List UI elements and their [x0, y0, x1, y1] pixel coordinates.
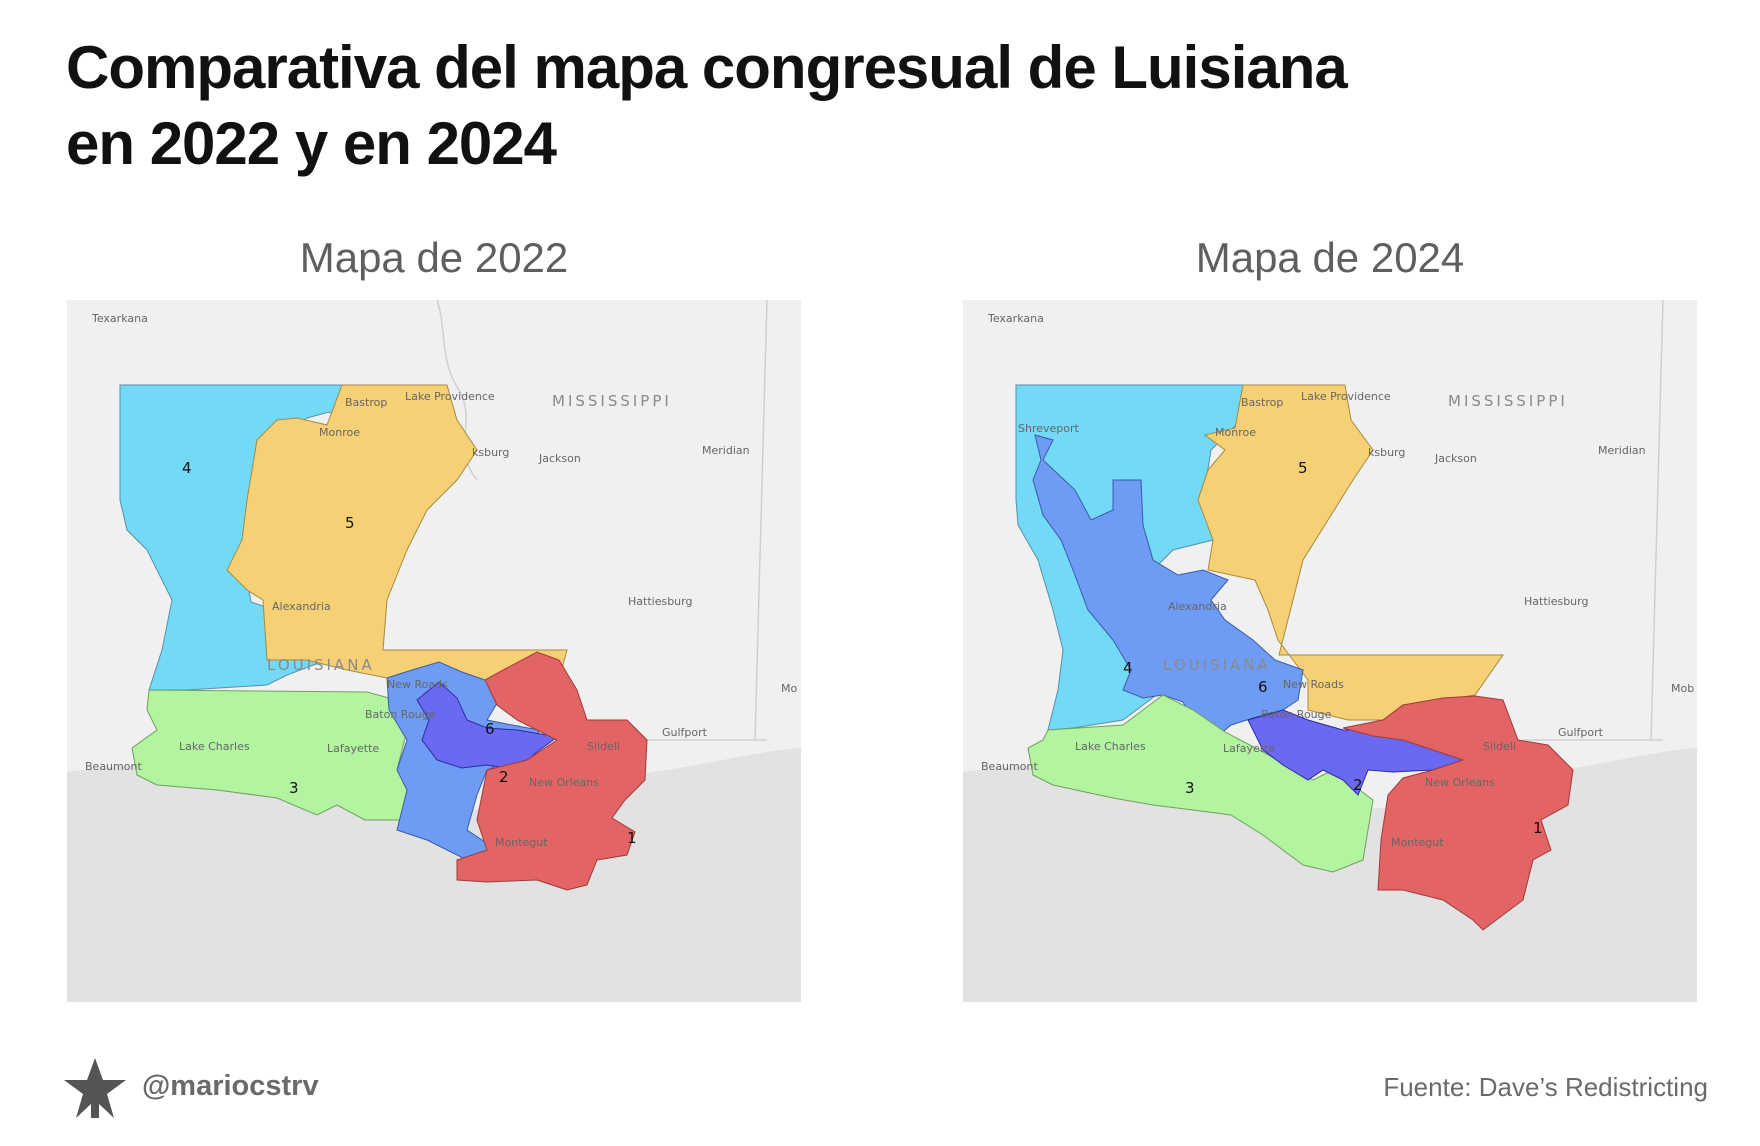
district-label-6: 6 — [1258, 678, 1268, 696]
city-label-lafayette: Lafayette — [327, 742, 379, 755]
state-border — [1523, 300, 1664, 741]
map-2022-svg: Texarkana Bastrop Lake Providence Monroe… — [67, 300, 801, 1002]
city-label-meridian: Meridian — [1598, 444, 1646, 457]
map-title-2022: Mapa de 2022 — [299, 234, 569, 281]
city-label-beaumont: Beaumont — [981, 760, 1038, 773]
title-line-1: Comparativa del mapa congresual de Luisi… — [66, 34, 1348, 101]
city-label-slidell: Slidell — [1483, 740, 1516, 753]
star-icon — [64, 1058, 126, 1118]
district-label-1: 1 — [627, 829, 637, 847]
city-label-new-roads: New Roads — [1283, 678, 1344, 691]
gulf-of-mexico — [67, 748, 801, 1002]
map-panel-2022: Mapa de 2022 Texarkana Bastrop Lake Prov… — [67, 228, 801, 1002]
city-label-vicksburg: ksburg — [1368, 446, 1405, 459]
city-label-baton-rouge: Baton Rouge — [365, 708, 436, 721]
source-credit: Fuente: Dave’s Redistricting — [1383, 1072, 1708, 1102]
city-label-baton-rouge: Baton Rouge — [1261, 708, 1332, 721]
city-label-montegut: Montegut — [495, 836, 548, 849]
district-label-4: 4 — [1123, 659, 1133, 677]
map-panel-2024: Mapa de 2024 Texarkana Shreveport Bastro… — [963, 228, 1697, 1002]
city-label-gulfport: Gulfport — [662, 726, 708, 739]
city-label-jackson: Jackson — [538, 452, 581, 465]
city-label-bastrop: Bastrop — [1241, 396, 1283, 409]
district-6 — [1032, 434, 1304, 741]
map-2024-svg: Texarkana Shreveport Bastrop Lake Provid… — [963, 300, 1697, 1002]
district-label-3: 3 — [1185, 779, 1195, 797]
map-2022: Texarkana Bastrop Lake Providence Monroe… — [67, 300, 801, 1002]
district-label-2: 2 — [1353, 776, 1363, 794]
map-2024: Texarkana Shreveport Bastrop Lake Provid… — [963, 300, 1697, 1002]
city-label-bastrop: Bastrop — [345, 396, 387, 409]
city-label-mobile: Mo — [781, 682, 797, 695]
city-label-monroe: Monroe — [1215, 426, 1256, 439]
district-label-1: 1 — [1533, 819, 1543, 837]
city-label-lake-providence: Lake Providence — [405, 390, 495, 403]
district-label-6: 6 — [485, 720, 495, 738]
city-label-texarkana: Texarkana — [91, 312, 148, 325]
state-label-louisiana: LOUISIANA — [267, 656, 375, 674]
city-label-alexandria: Alexandria — [1168, 600, 1227, 613]
state-label-mississippi: MISSISSIPPI — [1448, 392, 1568, 410]
district-label-5: 5 — [345, 514, 355, 532]
city-label-hattiesburg: Hattiesburg — [628, 595, 692, 608]
city-label-lafayette: Lafayette — [1223, 742, 1275, 755]
city-label-new-orleans: New Orleans — [1425, 776, 1495, 789]
district-label-2: 2 — [499, 768, 509, 786]
author-handle: @mariocstrv — [142, 1070, 319, 1102]
city-label-monroe: Monroe — [319, 426, 360, 439]
city-label-lake-charles: Lake Charles — [1075, 740, 1146, 753]
city-label-gulfport: Gulfport — [1558, 726, 1604, 739]
city-label-vicksburg: ksburg — [472, 446, 509, 459]
city-label-lake-providence: Lake Providence — [1301, 390, 1391, 403]
district-3 — [1027, 694, 1374, 873]
district-label-4: 4 — [182, 459, 192, 477]
district-5 — [1197, 384, 1504, 721]
district-1 — [1342, 695, 1574, 931]
map-title-2024: Mapa de 2024 — [1195, 234, 1465, 281]
city-label-new-roads: New Roads — [387, 678, 448, 691]
city-label-jackson: Jackson — [1434, 452, 1477, 465]
state-label-mississippi: MISSISSIPPI — [552, 392, 672, 410]
city-label-hattiesburg: Hattiesburg — [1524, 595, 1588, 608]
district-1 — [456, 651, 648, 891]
city-label-shreveport: Shreveport — [1018, 422, 1080, 435]
city-label-slidell: Slidell — [587, 740, 620, 753]
city-label-beaumont: Beaumont — [85, 760, 142, 773]
city-label-meridian: Meridian — [702, 444, 750, 457]
district-label-5: 5 — [1298, 459, 1308, 477]
page-title: Comparativa del mapa congresual de Luisi… — [66, 30, 1626, 182]
state-border — [627, 300, 768, 741]
city-label-texarkana: Texarkana — [987, 312, 1044, 325]
state-label-louisiana: LOUISIANA — [1163, 656, 1271, 674]
title-line-2: en 2022 y en 2024 — [66, 110, 557, 177]
city-label-montegut: Montegut — [1391, 836, 1444, 849]
city-label-mobile: Mob — [1671, 682, 1694, 695]
district-label-3: 3 — [289, 779, 299, 797]
city-label-lake-charles: Lake Charles — [179, 740, 250, 753]
city-label-new-orleans: New Orleans — [529, 776, 599, 789]
city-label-alexandria: Alexandria — [272, 600, 331, 613]
